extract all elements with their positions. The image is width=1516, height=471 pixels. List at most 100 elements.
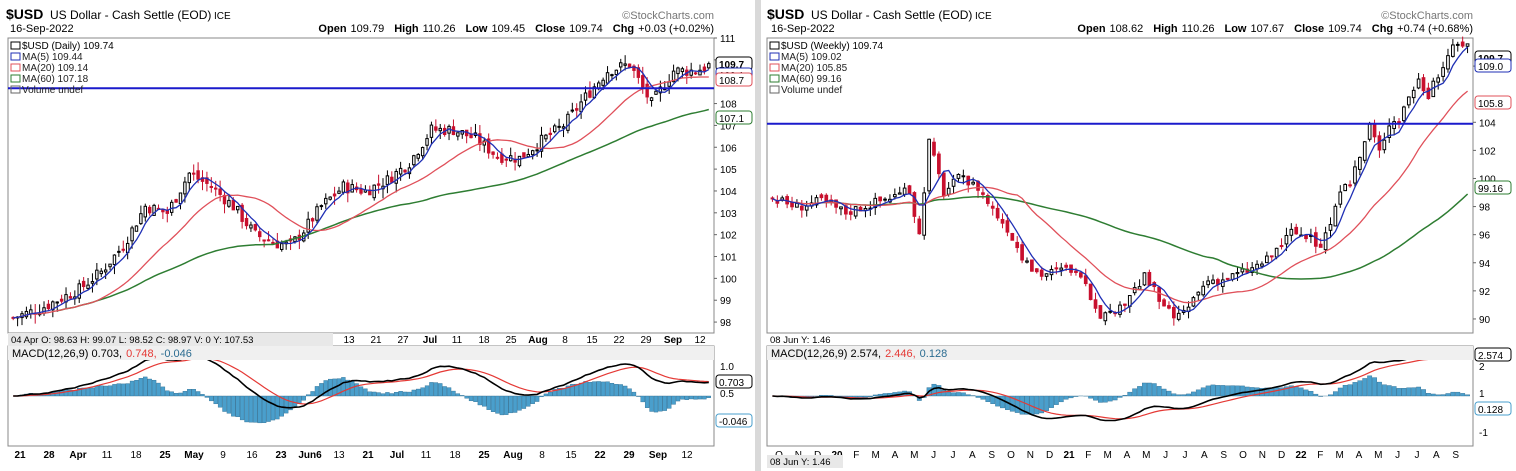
price-candle [932, 141, 936, 156]
watermark: ©StockCharts.com [1381, 10, 1473, 22]
price-candle [350, 184, 354, 193]
macd-histogram-bar [358, 386, 364, 397]
axis-date-label: O [1239, 450, 1247, 461]
legend-swatch [10, 41, 21, 50]
macd-histogram-bar [59, 390, 64, 397]
price-candle [1255, 263, 1259, 270]
price-candle [486, 138, 491, 154]
macd-histogram-bar [872, 394, 878, 397]
quote-label-chg: Chg [1372, 23, 1393, 35]
price-tick-label: 102 [720, 231, 737, 242]
quote-value-close: 109.74 [569, 23, 603, 35]
price-candle [121, 248, 125, 251]
macd-histogram-bar [336, 378, 342, 397]
price-candle [557, 125, 561, 128]
macd-histogram-bar [508, 395, 513, 414]
macd-histogram-bar [380, 393, 386, 397]
price-candle [566, 113, 570, 131]
price-label-box [715, 110, 753, 125]
price-candle [1260, 263, 1264, 267]
macd-histogram-bar [552, 389, 557, 397]
axis-date-label: A [892, 450, 899, 461]
price-candle [614, 69, 619, 76]
macd-histogram-bar [239, 395, 245, 421]
macd-tick-label: -1 [1479, 428, 1488, 439]
macd-histogram-bar [1411, 387, 1417, 397]
macd-histogram-bar [622, 385, 628, 397]
chart-symbol: $USD [6, 6, 43, 22]
macd-histogram-bar [1332, 391, 1338, 397]
quote-value-chg: +0.03 (+0.02%) [638, 23, 714, 35]
macd-histogram-bar [548, 391, 553, 397]
quote-label-close: Close [535, 23, 565, 35]
price-candle [482, 140, 486, 146]
price-candle [804, 205, 809, 211]
legend-entry: MA(5) 109.02 [781, 52, 842, 63]
macd-histogram-bar [1102, 395, 1108, 403]
axis-date-label: J [951, 450, 956, 461]
macd-histogram-bar [482, 395, 487, 407]
price-candle [139, 213, 143, 225]
axis-date-label: 12 [694, 335, 706, 346]
macd-histogram-bar [1132, 388, 1138, 397]
macd-histogram-bar [1181, 394, 1187, 397]
macd-histogram-bar [134, 380, 139, 397]
macd-histogram-bar [1151, 383, 1157, 397]
price-tick-label: 108 [720, 100, 737, 111]
price-candle [262, 239, 266, 242]
macd-histogram-bar [213, 395, 218, 405]
price-candle [359, 189, 363, 194]
price-tick-label: 111 [720, 34, 736, 45]
macd-histogram-bar [1465, 394, 1470, 397]
macd-histogram-bar [1186, 393, 1191, 397]
price-candle [658, 86, 663, 94]
macd-histogram-bar [473, 395, 478, 402]
price-candle [1455, 43, 1460, 46]
price-tick-label: 107 [720, 121, 737, 132]
price-candle [134, 225, 139, 232]
axis-date-label: 13 [343, 335, 355, 346]
chart-date: 16-Sep-2022 [771, 23, 835, 35]
legend-swatch [10, 85, 21, 94]
price-candle [1406, 96, 1411, 106]
quote-label-low: Low [1224, 23, 1246, 35]
price-candle [214, 187, 218, 190]
price-candle [561, 126, 566, 129]
price-candle [1265, 255, 1269, 264]
price-candle [1044, 273, 1049, 277]
macd-histogram-bar [1450, 391, 1456, 397]
macd-histogram-bar [1401, 388, 1407, 397]
price-candle [799, 205, 804, 211]
macd-histogram-bar [385, 392, 390, 397]
price-candle [1132, 287, 1137, 294]
weekly-chart-panel: $USD US Dollar - Cash Settle (EOD) ICE ©Sto… [761, 0, 1516, 471]
macd-tick-label: 1.0 [720, 362, 734, 373]
macd-histogram-bar [1200, 387, 1206, 397]
price-candle [883, 198, 887, 201]
axis-date-label: 15 [565, 450, 577, 461]
price-candle [1367, 123, 1372, 140]
price-candle [922, 192, 927, 236]
price-candle [995, 207, 1000, 219]
macd-histogram-bar [323, 380, 328, 397]
macd-histogram-bar [1210, 384, 1216, 397]
price-candle [680, 68, 685, 73]
macd-histogram-bar [143, 376, 148, 397]
legend-entry: MA(5) 109.44 [22, 52, 83, 63]
macd-histogram-bar [305, 394, 311, 397]
price-label-box [715, 72, 753, 87]
price-candle [1353, 166, 1357, 184]
macd-label-text: 0.703 [719, 378, 744, 389]
axis-date-label: Jul [423, 335, 438, 346]
price-candle [169, 201, 174, 213]
macd-histogram-bar [828, 395, 834, 397]
legend-swatch [769, 85, 780, 94]
macd-histogram-bar [85, 387, 91, 397]
macd-histogram-bar [600, 381, 606, 397]
quote-value-low: 109.45 [491, 23, 525, 35]
macd-histogram-bar [420, 387, 425, 397]
macd-histogram-bar [867, 395, 873, 397]
macd-histogram-bar [578, 382, 584, 397]
price-candle [1235, 272, 1240, 275]
price-candle [306, 218, 310, 233]
